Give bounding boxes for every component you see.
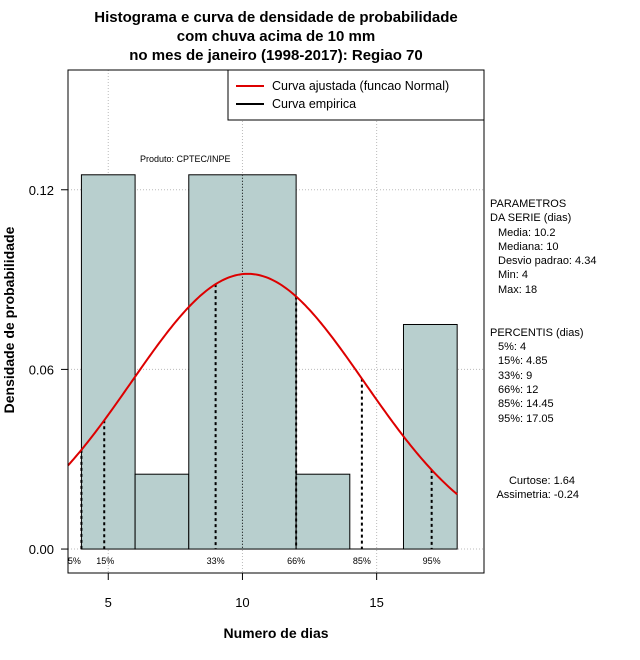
parameters-panel: PARAMETROS DA SERIE (dias) Media: 10.2 M…: [490, 198, 596, 296]
param-min: Min: 4: [498, 269, 528, 281]
normal-curve: [67, 272, 458, 496]
percentil-85: 85%: 14.45: [498, 398, 554, 410]
legend-label-normal: Curva ajustada (funcao Normal): [272, 79, 449, 93]
param-media: Media: 10.2: [498, 227, 555, 239]
legend-box: [227, 69, 485, 121]
percentil-66: 66%: 12: [498, 384, 538, 396]
x-axis-label: Numero de dias: [223, 625, 328, 641]
y-tick-label: 0.00: [29, 542, 54, 557]
y-tick-label: 0.06: [29, 362, 54, 377]
y-tick-label: 0.12: [29, 183, 54, 198]
percentis-title: PERCENTIS (dias): [490, 327, 584, 339]
percentile-label: 5%: [68, 556, 81, 566]
chart-title-line-3: no mes de janeiro (1998-2017): Regiao 70: [129, 47, 422, 64]
histogram-bar: [295, 473, 351, 550]
histogram-bar: [402, 323, 458, 550]
param-mediana: Mediana: 10: [498, 241, 559, 253]
percentile-label: 95%: [423, 556, 441, 566]
percentile-label: 66%: [287, 556, 305, 566]
histogram-bar: [80, 174, 136, 550]
x-tick-label: 5: [105, 595, 112, 610]
x-tick-label: 10: [235, 595, 249, 610]
histogram-bar: [134, 473, 190, 550]
histogram-bar: [188, 174, 297, 550]
percentile-label: 33%: [207, 556, 225, 566]
parameters-title-2: DA SERIE (dias): [490, 212, 571, 224]
credit-text: Produto: CPTEC/INPE: [140, 154, 231, 164]
x-tick-label: 15: [369, 595, 383, 610]
percentil-15: 15%: 4.85: [498, 355, 548, 367]
y-axis-label: Densidade de probabilidade: [1, 226, 17, 413]
percentil-33: 33%: 9: [498, 370, 532, 382]
parameters-title-1: PARAMETROS: [490, 198, 566, 210]
percentile-label: 15%: [96, 556, 114, 566]
curtose-text: Curtose: 1.64: [509, 475, 575, 487]
assimetria-text: Assimetria: -0.24: [496, 489, 579, 501]
chart-title-line-2: com chuva acima de 10 mm: [177, 28, 375, 45]
percentile-label: 85%: [353, 556, 371, 566]
percentil-5: 5%: 4: [498, 341, 526, 353]
chart-title-line-1: Histograma e curva de densidade de proba…: [94, 9, 457, 26]
percentil-95: 95%: 17.05: [498, 413, 554, 425]
param-desvio: Desvio padrao: 4.34: [498, 255, 596, 267]
param-max: Max: 18: [498, 284, 537, 296]
shape-stats: Curtose: 1.64 Assimetria: -0.24: [496, 475, 579, 501]
legend: Curva ajustada (funcao Normal) Curva emp…: [227, 69, 485, 121]
percentis-panel: PERCENTIS (dias) 5%: 4 15%: 4.85 33%: 9 …: [490, 327, 584, 425]
legend-label-empirical: Curva empirica: [272, 97, 356, 111]
